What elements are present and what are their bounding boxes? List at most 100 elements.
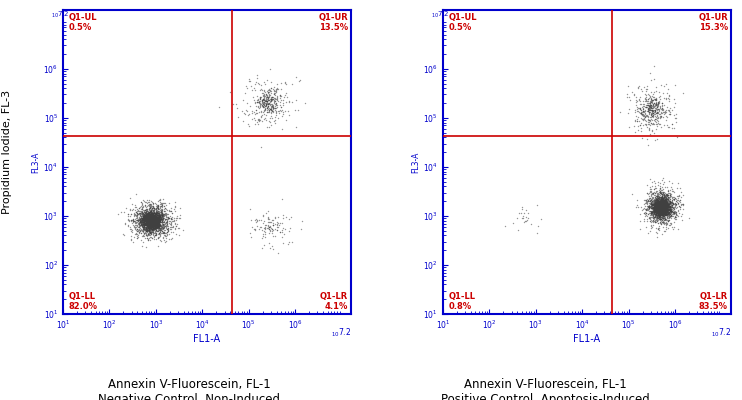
Point bbox=[153, 214, 165, 221]
Point bbox=[655, 205, 667, 211]
Point bbox=[151, 216, 163, 222]
Point bbox=[654, 205, 666, 211]
Point bbox=[154, 214, 166, 220]
Point bbox=[145, 209, 157, 216]
Point bbox=[167, 218, 179, 224]
Point bbox=[638, 83, 650, 90]
Point bbox=[150, 220, 162, 227]
Point bbox=[148, 219, 160, 226]
Point bbox=[145, 216, 157, 222]
Point bbox=[651, 204, 663, 210]
Point bbox=[130, 224, 142, 230]
Point bbox=[262, 87, 274, 93]
Point bbox=[139, 211, 151, 217]
Point bbox=[149, 217, 161, 224]
Point bbox=[644, 103, 656, 109]
Point bbox=[137, 214, 148, 221]
Point bbox=[256, 102, 268, 109]
Point bbox=[649, 206, 660, 212]
Point bbox=[146, 218, 158, 225]
Point bbox=[153, 217, 165, 224]
Point bbox=[145, 208, 157, 214]
Point bbox=[142, 216, 154, 222]
Point bbox=[660, 199, 672, 205]
Point bbox=[149, 216, 161, 223]
Point bbox=[656, 211, 668, 217]
Point bbox=[261, 98, 273, 104]
Point bbox=[643, 105, 654, 111]
Point bbox=[660, 206, 672, 212]
Point bbox=[644, 198, 656, 204]
Point bbox=[150, 216, 162, 222]
Point bbox=[650, 203, 662, 209]
Point bbox=[269, 98, 281, 105]
Point bbox=[142, 220, 154, 227]
Point bbox=[674, 198, 686, 205]
Point bbox=[145, 220, 157, 226]
Point bbox=[643, 207, 654, 213]
Point bbox=[272, 86, 283, 92]
Point bbox=[646, 99, 657, 105]
Point bbox=[148, 213, 160, 219]
Point bbox=[651, 208, 663, 215]
Point bbox=[131, 223, 142, 230]
Point bbox=[656, 196, 668, 202]
Point bbox=[142, 212, 154, 218]
Point bbox=[658, 204, 670, 211]
Point bbox=[663, 210, 674, 216]
Point bbox=[149, 219, 161, 226]
Point bbox=[143, 214, 155, 220]
Point bbox=[631, 113, 643, 120]
Point bbox=[139, 224, 151, 231]
Point bbox=[654, 202, 666, 208]
Point bbox=[147, 222, 159, 228]
Point bbox=[147, 203, 159, 209]
Point bbox=[642, 96, 654, 102]
Point bbox=[141, 203, 153, 210]
Point bbox=[650, 201, 662, 208]
Point bbox=[650, 204, 662, 210]
Point bbox=[643, 205, 655, 212]
Point bbox=[148, 221, 160, 227]
Point bbox=[656, 205, 668, 211]
Point bbox=[151, 223, 163, 230]
Point bbox=[651, 206, 663, 212]
Point bbox=[251, 217, 263, 224]
Point bbox=[153, 230, 165, 236]
Point bbox=[142, 215, 154, 221]
Point bbox=[145, 215, 157, 222]
Point bbox=[146, 219, 158, 226]
Point bbox=[139, 206, 151, 213]
Point bbox=[651, 198, 663, 204]
Point bbox=[145, 213, 157, 219]
Point bbox=[122, 211, 134, 218]
Point bbox=[651, 200, 663, 207]
Point bbox=[653, 111, 665, 117]
Point bbox=[124, 213, 136, 219]
Point bbox=[656, 201, 668, 207]
Point bbox=[143, 219, 155, 226]
Point bbox=[140, 225, 152, 232]
Point bbox=[660, 209, 672, 216]
Point bbox=[151, 214, 163, 220]
Point bbox=[644, 198, 656, 204]
Point bbox=[261, 101, 273, 108]
Point bbox=[652, 204, 664, 211]
Point bbox=[652, 215, 664, 221]
Point bbox=[154, 212, 166, 219]
Point bbox=[652, 197, 664, 204]
Point bbox=[148, 218, 160, 225]
Point bbox=[160, 202, 172, 208]
Point bbox=[134, 224, 145, 230]
Point bbox=[153, 210, 165, 216]
Point bbox=[142, 213, 154, 220]
Point bbox=[149, 213, 161, 219]
Point bbox=[145, 210, 157, 216]
Point bbox=[668, 125, 680, 131]
Point bbox=[147, 211, 159, 218]
Point bbox=[148, 225, 160, 231]
Point bbox=[660, 201, 672, 208]
Point bbox=[660, 211, 672, 217]
Point bbox=[641, 196, 653, 202]
Point bbox=[232, 114, 243, 120]
